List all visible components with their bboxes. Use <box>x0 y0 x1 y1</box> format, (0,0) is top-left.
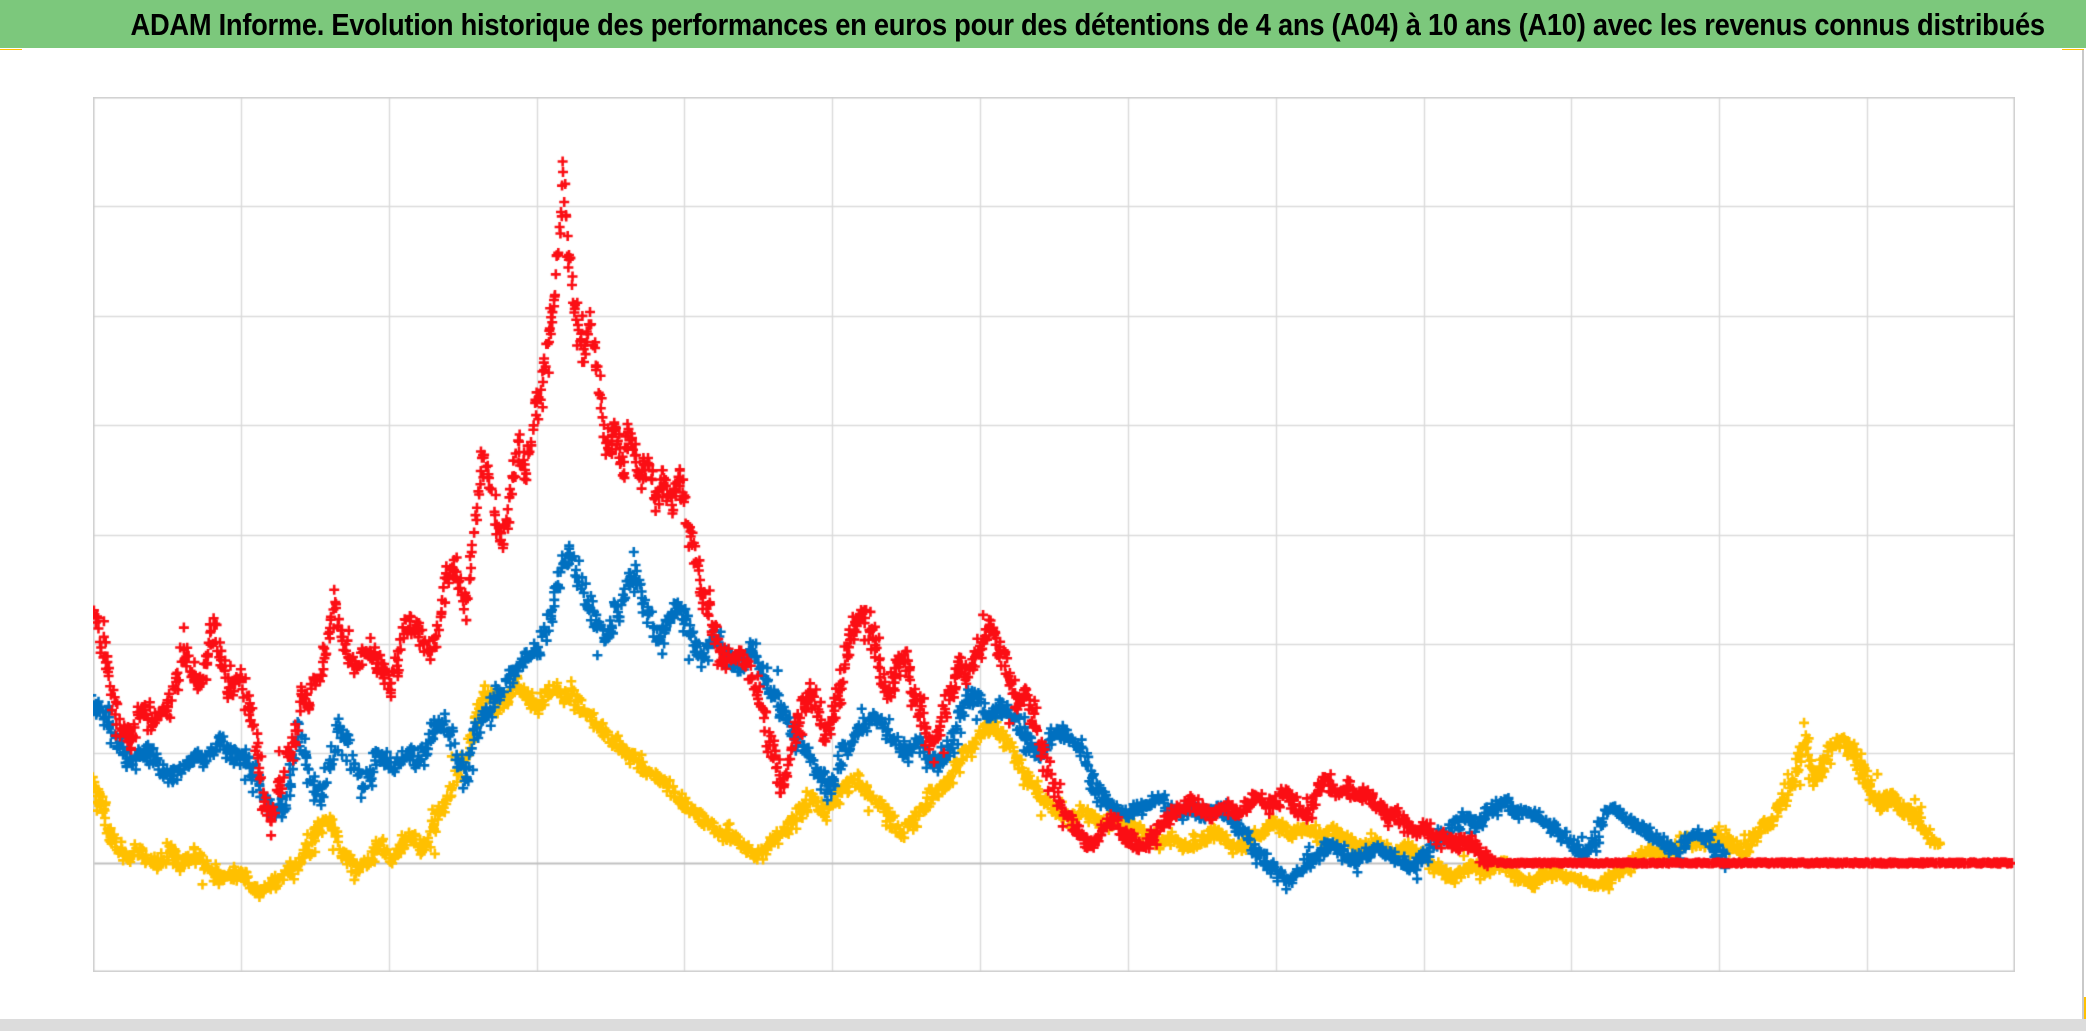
chart-canvas <box>93 97 2015 972</box>
page-title: ADAM Informe. Evolution historique des p… <box>130 7 2046 42</box>
title-bar: ADAM Informe. Evolution historique des p… <box>0 0 2086 48</box>
performance-chart[interactable] <box>0 50 2082 1019</box>
right-edge-line <box>2082 50 2084 1019</box>
bottom-strip <box>0 1019 2086 1031</box>
